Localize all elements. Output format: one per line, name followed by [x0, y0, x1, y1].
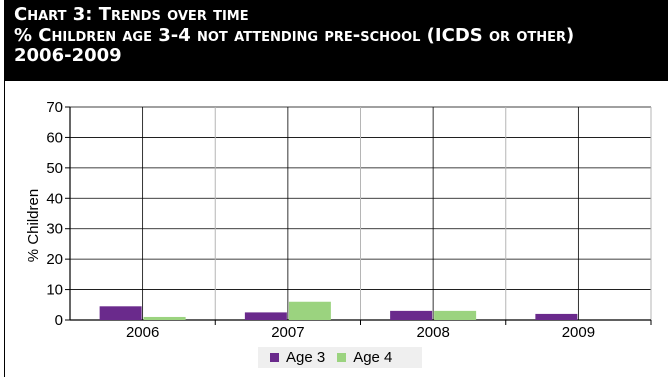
legend-item-age-3: Age 3: [270, 349, 325, 366]
bar-age-4-2008: [434, 311, 476, 320]
y-tick-label-0: 0: [55, 312, 63, 329]
y-tick-label-10: 10: [46, 282, 63, 299]
y-tick-label-50: 50: [46, 160, 63, 177]
bar-age-3-2009: [535, 314, 577, 320]
y-tick-label-30: 30: [46, 221, 63, 238]
bar-age-4-2007: [289, 302, 331, 320]
y-tick-label-20: 20: [46, 251, 63, 268]
bar-age-3-2006: [100, 306, 142, 320]
x-tick-label-2008: 2008: [416, 324, 449, 341]
legend-label-age-3: Age 3: [286, 349, 325, 366]
y-tick-label-70: 70: [46, 99, 63, 116]
legend-swatch-age-4: [337, 353, 346, 362]
x-tick-label-2009: 2009: [562, 324, 595, 341]
y-tick-label-40: 40: [46, 190, 63, 207]
y-axis-title: % Children: [25, 189, 42, 262]
x-tick-label-2007: 2007: [271, 324, 304, 341]
legend-label-age-4: Age 4: [353, 349, 392, 366]
bar-age-3-2008: [390, 311, 432, 320]
legend-item-age-4: Age 4: [337, 349, 392, 366]
y-tick-label-60: 60: [46, 129, 63, 146]
bar-age-3-2007: [245, 312, 287, 320]
legend-swatch-age-3: [270, 353, 279, 362]
chart-legend: Age 3 Age 4: [258, 347, 422, 368]
x-tick-label-2006: 2006: [126, 324, 159, 341]
bar-age-4-2006: [144, 317, 186, 320]
